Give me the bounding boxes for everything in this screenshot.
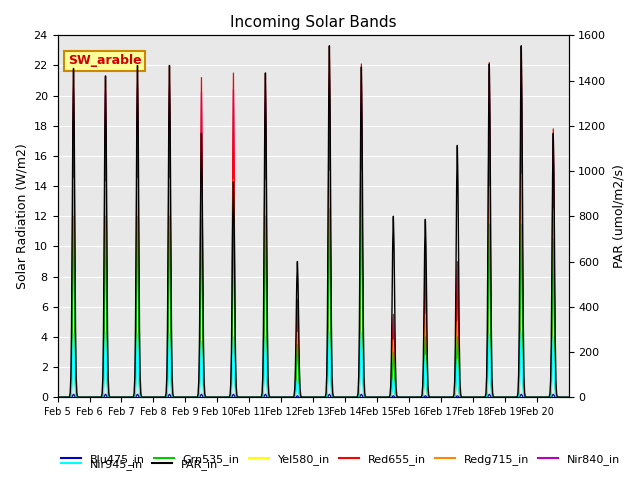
Y-axis label: Solar Radiation (W/m2): Solar Radiation (W/m2)	[15, 144, 28, 289]
Legend: Blu475_in, Grn535_in, Yel580_in, Red655_in, Redg715_in, Nir840_in: Blu475_in, Grn535_in, Yel580_in, Red655_…	[57, 450, 625, 469]
Y-axis label: PAR (umol/m2/s): PAR (umol/m2/s)	[612, 164, 625, 268]
Title: Incoming Solar Bands: Incoming Solar Bands	[230, 15, 396, 30]
Text: SW_arable: SW_arable	[68, 54, 141, 67]
Legend: Nir945_in, PAR_in: Nir945_in, PAR_in	[57, 455, 223, 474]
